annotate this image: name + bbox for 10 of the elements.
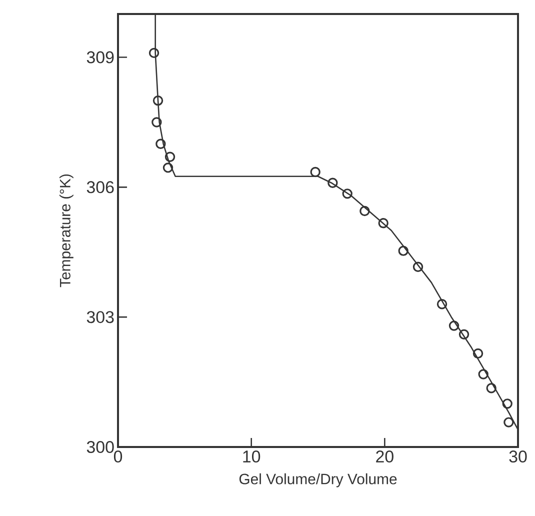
x-tick-label: 0 bbox=[114, 450, 122, 463]
y-axis-title: Temperature (°K) bbox=[59, 174, 74, 288]
x-tick-label: 10 bbox=[243, 450, 260, 463]
y-tick-label: 309 bbox=[86, 51, 114, 64]
y-tick-label: 306 bbox=[86, 181, 114, 194]
x-tick-label: 30 bbox=[509, 450, 527, 463]
x-tick-label: 20 bbox=[376, 450, 394, 463]
y-tick-label: 300 bbox=[86, 440, 114, 453]
x-axis-title: Gel Volume/Dry Volume bbox=[239, 473, 397, 488]
y-tick-label: 303 bbox=[86, 311, 114, 324]
